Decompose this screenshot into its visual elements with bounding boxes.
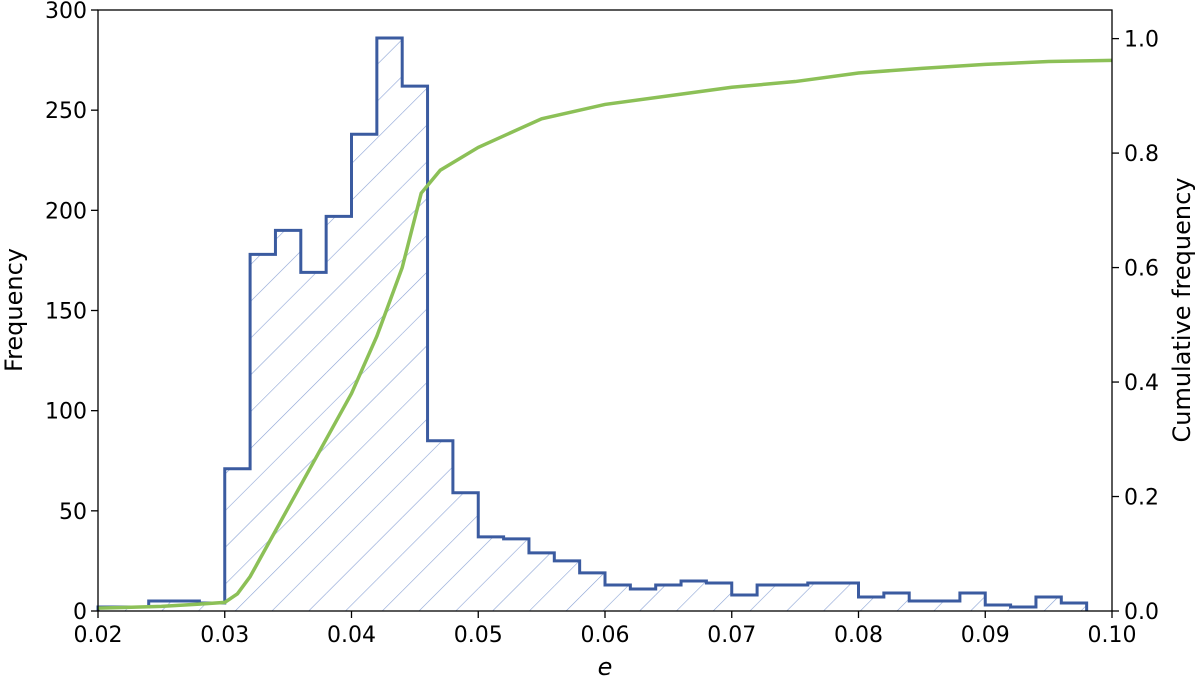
y-tick-label: 50 (59, 500, 87, 525)
histogram-bar (883, 592, 910, 611)
histogram-bar (224, 468, 251, 611)
x-axis-label: e (598, 653, 613, 681)
histogram-bar (655, 584, 682, 611)
histogram-bar (807, 582, 834, 611)
y2-tick-label: 0.4 (1124, 371, 1159, 396)
histogram-bar (503, 538, 529, 611)
y-tick-label: 300 (45, 0, 87, 24)
y-tick-label: 150 (45, 300, 87, 325)
y-axis-left: 0 50 100 150 200 250 300 (45, 0, 98, 625)
y-tick-label: 250 (45, 99, 87, 124)
histogram-bar (351, 134, 377, 611)
x-tick-label: 0.04 (327, 623, 376, 648)
histogram-bar (427, 440, 453, 611)
y2-tick-label: 0.0 (1124, 600, 1159, 625)
x-tick-label: 0.02 (74, 623, 123, 648)
histogram-bar (909, 600, 935, 611)
histogram-bar (833, 582, 859, 611)
histogram-bar (275, 230, 301, 611)
histogram-bars (98, 38, 1087, 612)
histogram-bar (757, 584, 783, 611)
histogram-bar (123, 606, 149, 611)
histogram-bar (250, 254, 276, 611)
y2-axis-label: Cumulative frequency (1168, 178, 1196, 443)
histogram-bar (985, 604, 1011, 611)
histogram-bar (579, 572, 605, 611)
x-tick-label: 0.07 (707, 623, 756, 648)
y-tick-label: 0 (73, 600, 87, 625)
histogram-bar (681, 580, 707, 611)
y-axis-right: 0.0 0.2 0.4 0.6 0.8 1.0 (1112, 28, 1159, 625)
histogram-bar (706, 582, 732, 611)
histogram-bar (959, 592, 986, 611)
histogram-bar (300, 272, 327, 611)
histogram-bar (402, 86, 428, 612)
y-tick-label: 200 (45, 199, 87, 224)
histogram-bar (731, 594, 758, 611)
x-tick-label: 0.05 (454, 623, 503, 648)
x-tick-label: 0.06 (581, 623, 630, 648)
y2-tick-label: 0.2 (1124, 486, 1159, 511)
y-tick-label: 100 (45, 400, 87, 425)
histogram-bar (782, 584, 808, 611)
histogram-bar (554, 560, 580, 611)
y2-tick-label: 0.8 (1124, 142, 1159, 167)
x-tick-label: 0.10 (1088, 623, 1137, 648)
x-tick-label: 0.08 (834, 623, 883, 648)
x-tick-label: 0.09 (961, 623, 1010, 648)
y2-tick-label: 1.0 (1124, 28, 1159, 53)
histogram-bar (1061, 602, 1087, 611)
histogram-bar (934, 600, 960, 611)
histogram-bar (452, 492, 479, 611)
x-axis: 0.02 0.03 0.04 0.05 0.06 0.07 0.08 0.09 0.10 (74, 611, 1137, 648)
histogram-bar (605, 584, 631, 611)
histogram-bar (1010, 606, 1036, 611)
histogram-bar (630, 588, 656, 611)
histogram-outline (96, 36, 1089, 611)
histogram-bar (858, 596, 884, 611)
histogram-bar (1035, 596, 1062, 611)
y-axis-label: Frequency (0, 248, 28, 372)
x-tick-label: 0.03 (200, 623, 249, 648)
histogram-bar (199, 602, 225, 611)
histogram-bar (478, 536, 504, 611)
cumulative-frequency-line (98, 58, 1112, 610)
y2-tick-label: 0.6 (1124, 257, 1159, 282)
histogram-bar (528, 552, 555, 611)
